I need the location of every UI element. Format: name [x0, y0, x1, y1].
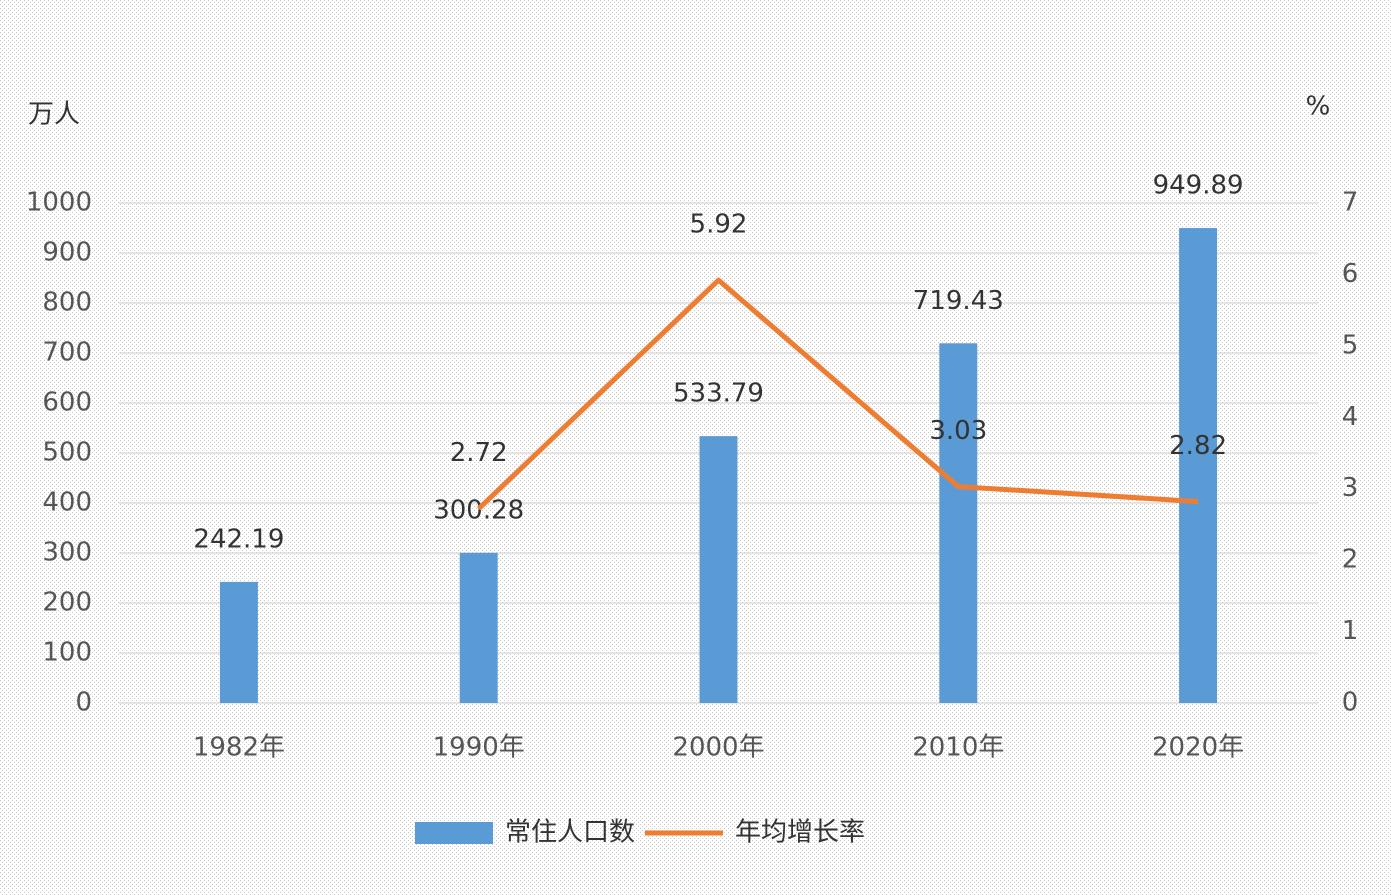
y-tick-label: 900 — [42, 238, 92, 268]
bar-value-label: 719.43 — [913, 286, 1004, 316]
line-value-label: 2.72 — [450, 438, 508, 468]
bar-value-label: 949.89 — [1153, 171, 1244, 201]
y-tick-label: 500 — [42, 438, 92, 468]
y2-tick-label: 4 — [1342, 402, 1359, 432]
y-tick-label: 700 — [42, 338, 92, 368]
y-tick-label: 0 — [75, 688, 92, 718]
y-axis-label: 万人 — [28, 100, 80, 130]
legend-label: 常住人口数 — [505, 818, 635, 848]
x-tick-label: 2010年 — [912, 733, 1004, 763]
bar — [1179, 228, 1218, 703]
y-tick-label: 100 — [42, 638, 92, 668]
y2-tick-label: 3 — [1342, 473, 1359, 503]
y2-tick-label: 0 — [1342, 688, 1359, 718]
legend-swatch — [415, 822, 493, 844]
x-tick-label: 1982年 — [193, 733, 285, 763]
line-value-label: 2.82 — [1169, 431, 1227, 461]
y-tick-label: 300 — [42, 538, 92, 568]
bar — [699, 436, 738, 703]
bar-value-label: 300.28 — [433, 495, 524, 525]
y2-tick-label: 1 — [1342, 616, 1359, 646]
y2-tick-label: 7 — [1342, 188, 1359, 218]
line-value-label: 5.92 — [690, 210, 748, 240]
x-tick-label: 1990年 — [433, 733, 525, 763]
y-tick-label: 1000 — [26, 188, 92, 218]
bar — [459, 552, 498, 703]
line-value-label: 3.03 — [929, 416, 987, 446]
y-tick-label: 800 — [42, 288, 92, 318]
y-tick-label: 200 — [42, 588, 92, 618]
y2-tick-label: 2 — [1342, 545, 1359, 575]
legend-label: 年均增长率 — [735, 818, 865, 848]
x-tick-label: 2000年 — [672, 733, 764, 763]
y2-tick-label: 6 — [1342, 259, 1359, 289]
bar-value-label: 242.19 — [193, 524, 284, 554]
y-tick-label: 600 — [42, 388, 92, 418]
bar-value-label: 533.79 — [673, 379, 764, 409]
bar — [939, 343, 978, 703]
y2-tick-label: 5 — [1342, 330, 1359, 360]
x-tick-label: 2020年 — [1152, 733, 1244, 763]
line — [476, 277, 1199, 511]
bar — [219, 581, 258, 703]
y-tick-label: 400 — [42, 488, 92, 518]
y2-axis-label: % — [1306, 92, 1331, 122]
